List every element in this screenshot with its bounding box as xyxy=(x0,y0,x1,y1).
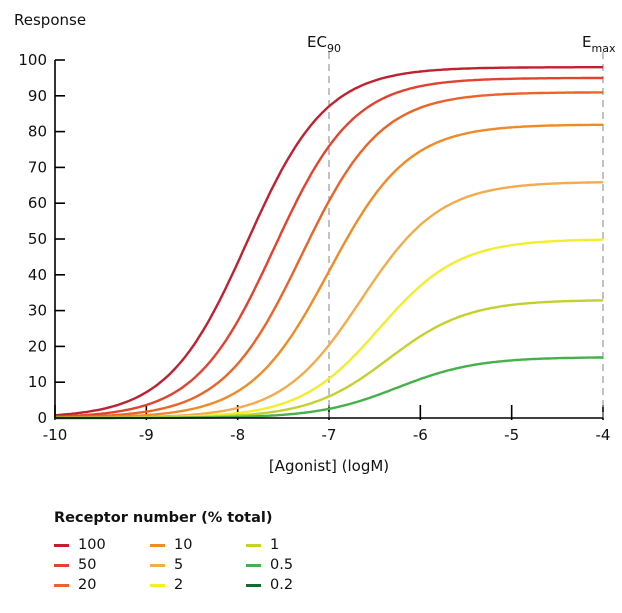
legend-label: 50 xyxy=(78,557,97,573)
legend-swatch xyxy=(150,563,165,567)
emax-annotation: Emax xyxy=(582,33,616,55)
legend-item: 10 xyxy=(150,535,246,555)
y-tick-label: 30 xyxy=(28,302,47,320)
y-tick-label: 50 xyxy=(28,230,47,248)
x-tick-label: -8 xyxy=(230,426,245,444)
x-tick-label: -6 xyxy=(413,426,428,444)
legend-item: 50 xyxy=(54,555,150,575)
legend-label: 2 xyxy=(174,577,184,593)
legend-item: 100 xyxy=(54,535,150,555)
y-tick-label: 90 xyxy=(28,87,47,105)
legend-label: 100 xyxy=(78,537,106,553)
x-tick-label: -7 xyxy=(322,426,337,444)
y-axis-title: Response xyxy=(14,11,86,29)
dose-response-chart: 0 10 20 30 40 50 60 70 80 90 100 -10 -9 -8 -7 -6 -5 -4 R… xyxy=(14,11,616,475)
y-tick-label: 10 xyxy=(28,373,47,391)
legend-swatch xyxy=(246,563,261,567)
legend-swatch xyxy=(246,583,261,587)
y-axis-ticks: 0 10 20 30 40 50 60 70 80 90 100 xyxy=(18,51,65,427)
legend-item: 5 xyxy=(150,555,246,575)
legend-grid: 100 50 20 10 5 2 1 0.5 0.2 xyxy=(54,535,342,595)
x-axis-title: [Agonist] (logM) xyxy=(269,457,389,475)
y-tick-label: 20 xyxy=(28,337,47,355)
legend-swatch xyxy=(54,563,69,567)
series-curve-20 xyxy=(54,91,603,419)
legend-swatch xyxy=(54,583,69,587)
series-curve-50 xyxy=(54,76,603,418)
x-tick-label: -9 xyxy=(139,426,154,444)
x-tick-label: -10 xyxy=(43,426,68,444)
legend-item: 0.2 xyxy=(246,575,342,595)
legend-label: 5 xyxy=(174,557,184,573)
legend-label: 0.5 xyxy=(270,557,294,573)
legend-swatch xyxy=(150,543,165,547)
legend-title: Receptor number (% total) xyxy=(54,510,273,526)
ec90-annotation: EC90 xyxy=(307,33,341,55)
legend-label: 1 xyxy=(270,537,280,553)
legend: Receptor number (% total) 100 50 20 10 5 2 1 0.… xyxy=(54,510,342,595)
y-tick-label: 60 xyxy=(28,194,47,212)
y-tick-label: 80 xyxy=(28,123,47,141)
legend-swatch xyxy=(150,583,165,587)
legend-label: 20 xyxy=(78,577,97,593)
x-tick-label: -5 xyxy=(504,426,519,444)
y-tick-label: 0 xyxy=(37,409,47,427)
legend-item: 0.5 xyxy=(246,555,342,575)
legend-label: 0.2 xyxy=(270,577,294,593)
legend-item: 2 xyxy=(150,575,246,595)
y-tick-label: 70 xyxy=(28,158,47,176)
y-tick-label: 40 xyxy=(28,266,47,284)
legend-swatch xyxy=(54,543,69,547)
x-tick-label: -4 xyxy=(596,426,611,444)
series-curve-100 xyxy=(54,66,603,417)
legend-swatch xyxy=(246,543,261,547)
y-tick-label: 100 xyxy=(18,51,47,69)
legend-label: 10 xyxy=(174,537,193,553)
series-curve-10 xyxy=(55,123,604,419)
legend-item: 20 xyxy=(54,575,150,595)
legend-item: 1 xyxy=(246,535,342,555)
